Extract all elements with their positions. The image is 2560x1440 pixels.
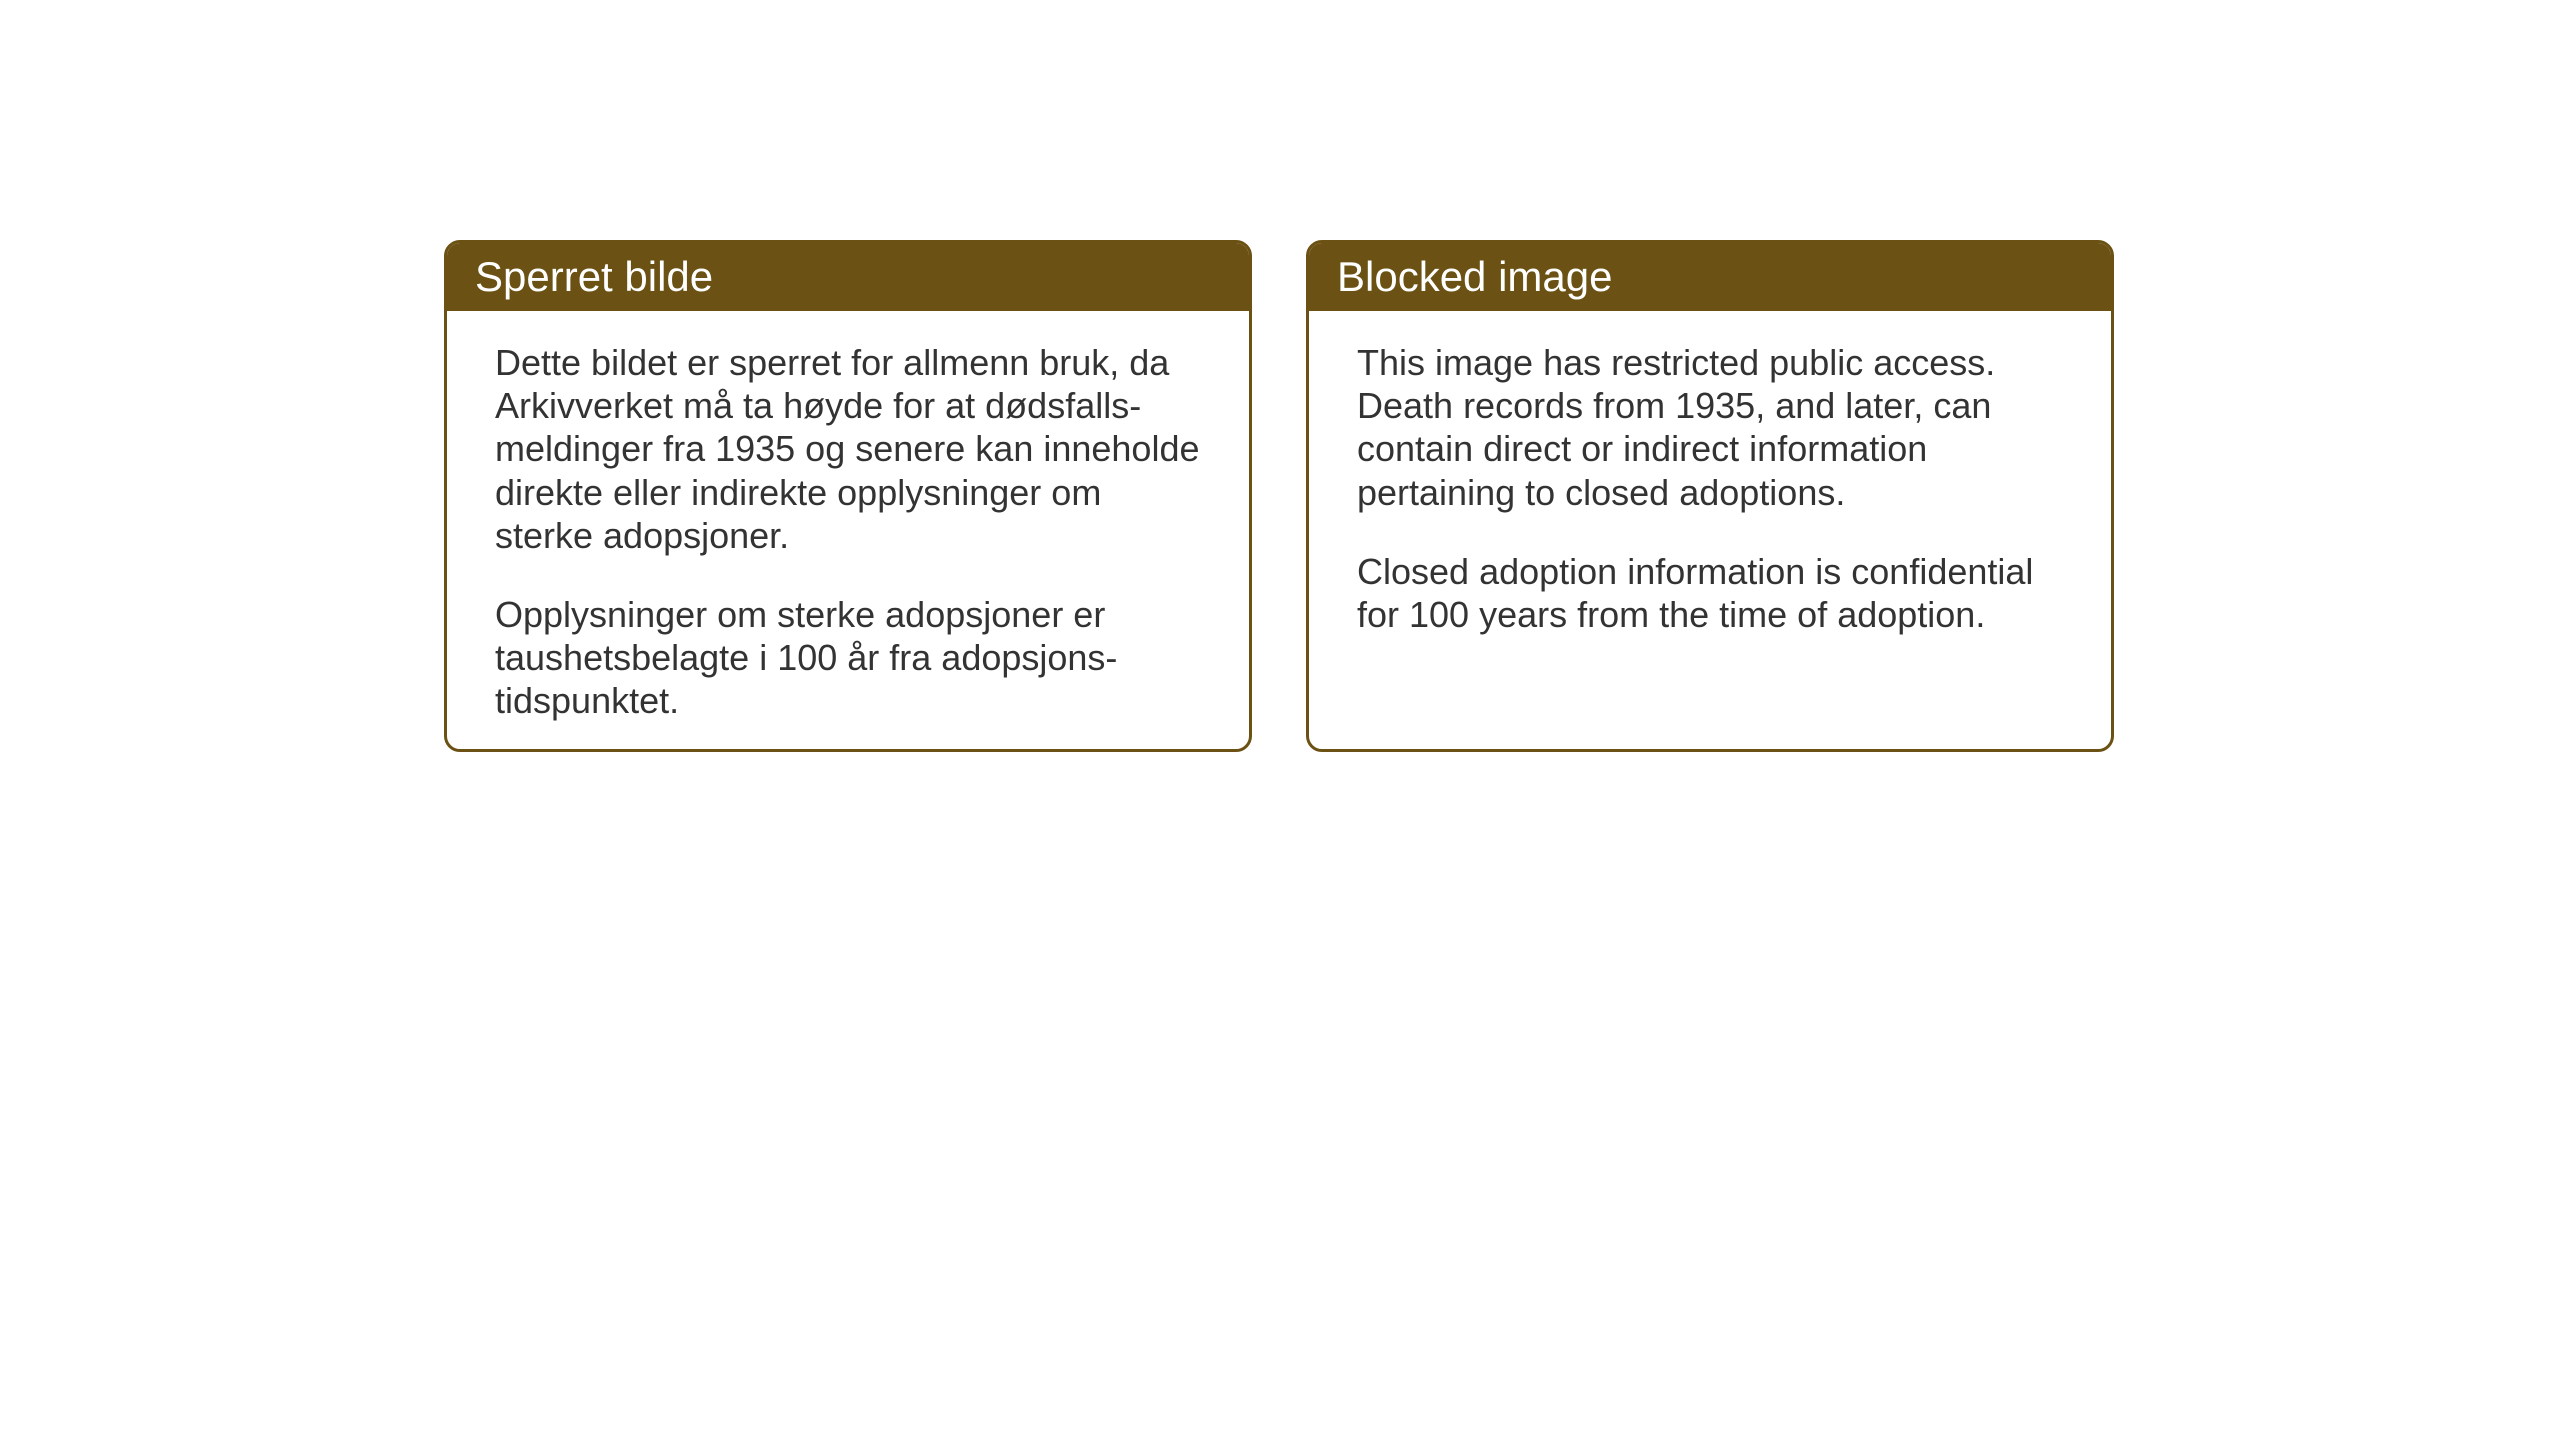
notice-container: Sperret bilde Dette bildet er sperret fo… <box>444 240 2114 752</box>
card-paragraph2-norwegian: Opplysninger om sterke adopsjoner er tau… <box>495 593 1201 723</box>
card-paragraph1-english: This image has restricted public access.… <box>1357 341 2063 514</box>
card-paragraph1-norwegian: Dette bildet er sperret for allmenn bruk… <box>495 341 1201 557</box>
notice-card-norwegian: Sperret bilde Dette bildet er sperret fo… <box>444 240 1252 752</box>
card-title-norwegian: Sperret bilde <box>475 253 713 300</box>
card-body-english: This image has restricted public access.… <box>1309 311 2111 680</box>
card-paragraph2-english: Closed adoption information is confident… <box>1357 550 2063 636</box>
notice-card-english: Blocked image This image has restricted … <box>1306 240 2114 752</box>
card-body-norwegian: Dette bildet er sperret for allmenn bruk… <box>447 311 1249 752</box>
card-header-norwegian: Sperret bilde <box>447 243 1249 311</box>
card-title-english: Blocked image <box>1337 253 1612 300</box>
card-header-english: Blocked image <box>1309 243 2111 311</box>
